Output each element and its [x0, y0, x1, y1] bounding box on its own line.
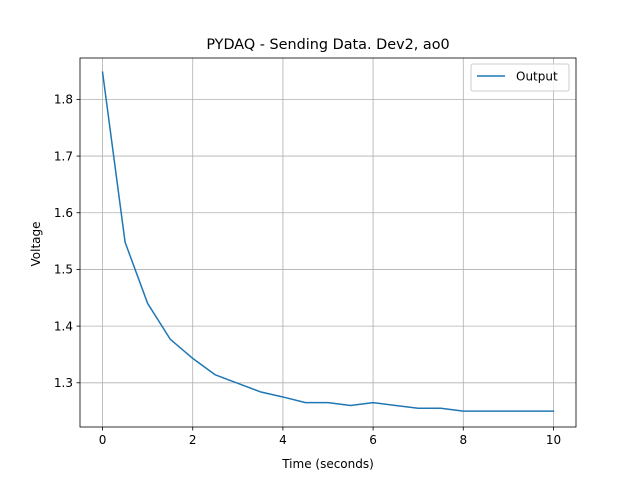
x-tick-label: 8 [459, 433, 467, 447]
y-tick-label: 1.3 [54, 376, 73, 390]
x-tick-label: 6 [369, 433, 377, 447]
chart-title: PYDAQ - Sending Data. Dev2, ao0 [206, 37, 449, 53]
x-tick-label: 10 [546, 433, 561, 447]
series-layer [101, 71, 555, 412]
y-tick-label: 1.6 [54, 206, 73, 220]
y-axis-label: Voltage [29, 221, 43, 266]
series-line-output [101, 71, 555, 412]
legend-label-output: Output [516, 70, 558, 84]
x-tick-label: 0 [99, 433, 107, 447]
y-tick-label: 1.4 [54, 319, 73, 333]
legend-box [470, 63, 570, 92]
x-axis-label: Time (seconds) [281, 457, 374, 471]
y-tick-label: 1.8 [54, 93, 73, 107]
y-tick-label: 1.5 [54, 263, 73, 277]
x-tick-label: 4 [279, 433, 287, 447]
x-tick-label: 2 [189, 433, 197, 447]
axis-ticks: 0 2 4 6 8 10 1.3 1.4 1.5 1.6 1.7 1.8 [54, 93, 561, 447]
y-tick-label: 1.7 [54, 149, 73, 163]
plot-area-frame [79, 57, 577, 428]
legend: Output [470, 63, 570, 92]
